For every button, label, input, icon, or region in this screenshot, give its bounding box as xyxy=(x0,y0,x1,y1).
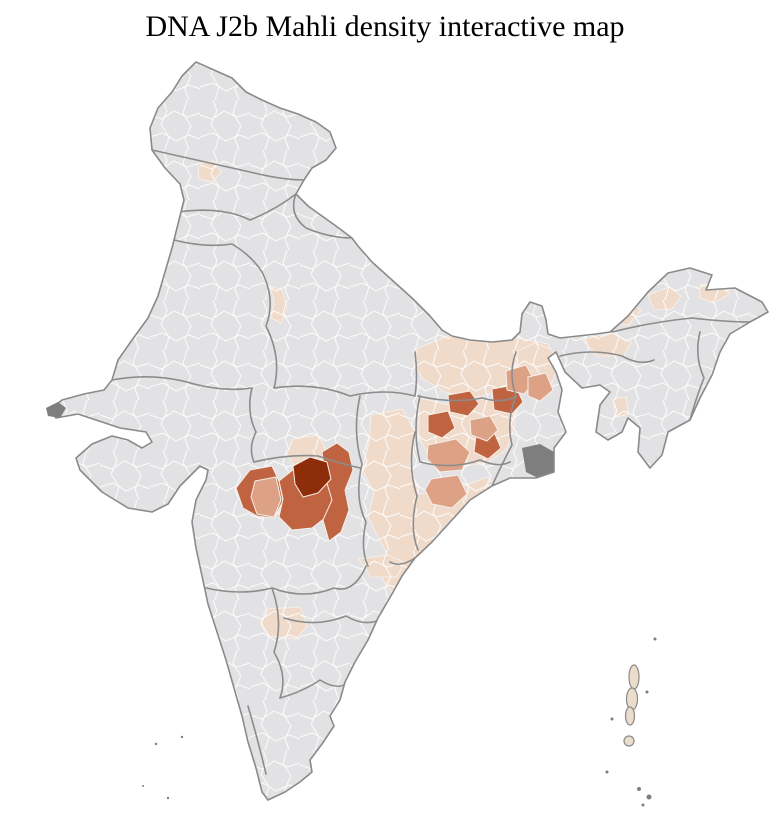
district-central-inner[interactable] xyxy=(250,476,282,518)
kutch-patch xyxy=(46,402,66,418)
andaman-nicobar-islands[interactable] xyxy=(623,664,640,747)
district-jharkhand-east[interactable] xyxy=(469,415,499,442)
andaman-south-island[interactable] xyxy=(624,706,636,726)
page-title: DNA J2b Mahli density interactive map xyxy=(145,10,625,43)
small-islands xyxy=(142,637,657,807)
district-tripura[interactable] xyxy=(612,396,630,418)
district-jharkhand-2[interactable] xyxy=(427,410,456,439)
district-odisha-inner-1[interactable] xyxy=(426,438,471,473)
little-andaman-island[interactable] xyxy=(623,735,635,747)
andaman-north-island[interactable] xyxy=(628,664,640,690)
dark-patches xyxy=(522,444,556,480)
sundarbans-delta xyxy=(522,444,556,480)
district-central-core[interactable] xyxy=(292,456,332,498)
india-outline xyxy=(49,61,769,801)
district-central-east-arm[interactable] xyxy=(321,442,354,542)
andaman-middle-island[interactable] xyxy=(625,687,639,711)
district-bengal-mid[interactable] xyxy=(527,372,554,402)
district-south-telangana[interactable] xyxy=(260,606,308,640)
highest-density-district[interactable] xyxy=(292,456,332,498)
medium-density-districts[interactable] xyxy=(250,364,554,518)
state-borders xyxy=(111,149,751,775)
district-odisha-inner-2[interactable] xyxy=(424,474,468,509)
district-jharkhand-1[interactable] xyxy=(447,390,480,417)
